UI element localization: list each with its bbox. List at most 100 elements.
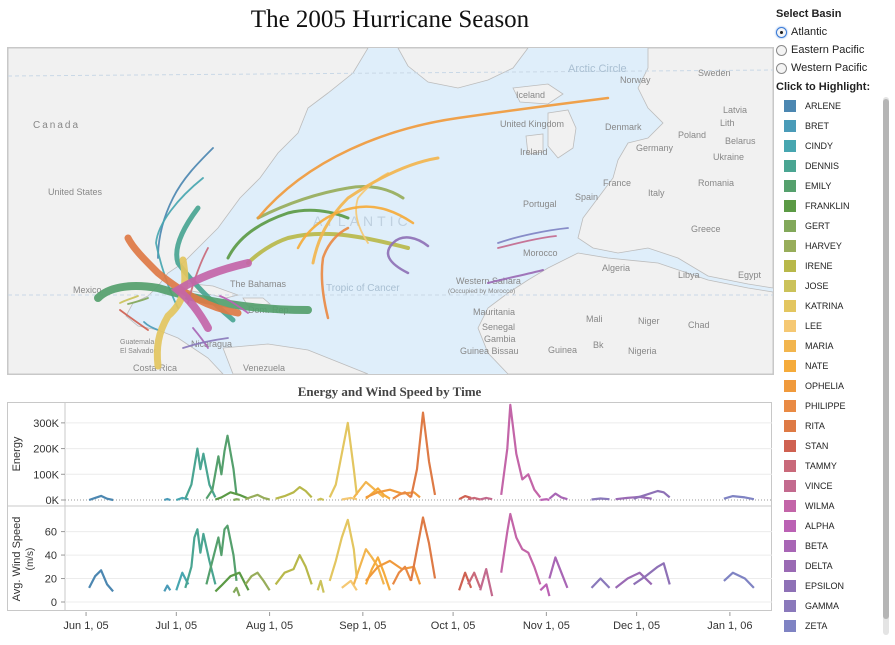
legend-item-emily[interactable]: EMILY: [776, 176, 891, 196]
energy-line-rita[interactable]: [409, 411, 437, 498]
legend-item-alpha[interactable]: ALPHA: [776, 516, 891, 536]
energy-wind-chart[interactable]: 300K 200K 100K 0K 60 40 20 0 Energy Avg. Wind Spe…: [7, 402, 772, 612]
energy-line-alpha[interactable]: [540, 498, 550, 502]
legend-item-maria[interactable]: MARIA: [776, 336, 891, 356]
energy-line-gert[interactable]: [233, 498, 240, 502]
wind-line-philippe[interactable]: [391, 565, 413, 585]
wind-line-franklin[interactable]: [214, 571, 250, 593]
wind-line-alpha[interactable]: [539, 583, 551, 597]
legend-item-vince[interactable]: VINCE: [776, 476, 891, 496]
radio-button[interactable]: [776, 44, 787, 56]
wind-line-delta[interactable]: [614, 571, 653, 589]
wind-line-gert[interactable]: [232, 586, 241, 597]
wind-line-irene[interactable]: [274, 554, 313, 586]
legend-item-lee[interactable]: LEE: [776, 316, 891, 336]
storm-track-vince[interactable]: [497, 235, 557, 249]
storm-track-nate[interactable]: [296, 205, 415, 250]
energy-line-delta[interactable]: [615, 495, 652, 501]
legend-item-gamma[interactable]: GAMMA: [776, 596, 891, 616]
wind-line-katrina[interactable]: [328, 518, 358, 582]
legend-item-cindy[interactable]: CINDY: [776, 136, 891, 156]
legend-scrollbar[interactable]: [883, 97, 889, 635]
energy-line-arlene[interactable]: [88, 494, 114, 502]
storm-track-beta[interactable]: [192, 327, 209, 349]
basin-option-western-pacific[interactable]: Western Pacific: [776, 59, 891, 77]
wind-line-jose[interactable]: [316, 579, 325, 593]
energy-line-stan[interactable]: [458, 494, 472, 501]
energy-line-irene[interactable]: [275, 485, 313, 500]
storm-track-harvey[interactable]: [256, 184, 405, 220]
legend-item-arlene[interactable]: ARLENE: [776, 96, 891, 116]
storm-track-arlene[interactable]: [157, 147, 214, 259]
energy-line-franklin[interactable]: [215, 491, 249, 501]
storm-track-bret[interactable]: [143, 321, 159, 331]
legend-item-katrina[interactable]: KATRINA: [776, 296, 891, 316]
wind-line-gamma[interactable]: [590, 577, 611, 589]
storm-track-delta[interactable]: [487, 269, 544, 284]
storm-track-gamma[interactable]: [182, 337, 229, 349]
basin-option-eastern-pacific[interactable]: Eastern Pacific: [776, 41, 891, 59]
wind-line-harvey[interactable]: [244, 571, 271, 591]
wind-line-dennis[interactable]: [184, 528, 217, 589]
basin-option-atlantic[interactable]: Atlantic: [776, 23, 891, 41]
wind-line-ophelia[interactable]: [365, 559, 422, 585]
storm-track-katrina[interactable]: [153, 256, 189, 370]
legend-item-jose[interactable]: JOSE: [776, 276, 891, 296]
storm-track-irene[interactable]: [246, 231, 410, 265]
storm-track-jose[interactable]: [119, 295, 139, 304]
wind-line-epsilon[interactable]: [632, 562, 671, 586]
legend-item-irene[interactable]: IRENE: [776, 256, 891, 276]
energy-line-katrina[interactable]: [328, 421, 358, 498]
wind-line-zeta[interactable]: [723, 571, 755, 589]
legend-item-beta[interactable]: BETA: [776, 536, 891, 556]
energy-line-dennis[interactable]: [184, 447, 217, 500]
legend-item-philippe[interactable]: PHILIPPE: [776, 396, 891, 416]
legend-item-stan[interactable]: STAN: [776, 436, 891, 456]
legend-item-zeta[interactable]: ZETA: [776, 616, 891, 636]
energy-line-jose[interactable]: [317, 497, 325, 502]
energy-line-gamma[interactable]: [591, 497, 610, 501]
energy-line-vince[interactable]: [479, 496, 493, 501]
energy-line-zeta[interactable]: [723, 494, 755, 501]
storm-track-franklin[interactable]: [226, 208, 350, 260]
legend-item-tammy[interactable]: TAMMY: [776, 456, 891, 476]
storm-tracks[interactable]: [94, 96, 610, 370]
energy-line-lee[interactable]: [341, 496, 358, 501]
wind-line-arlene[interactable]: [88, 569, 114, 593]
wind-line-wilma[interactable]: [500, 512, 542, 585]
legend-item-epsilon[interactable]: EPSILON: [776, 576, 891, 596]
wind-line-beta[interactable]: [548, 556, 569, 589]
radio-button[interactable]: [776, 26, 787, 38]
storm-track-ophelia[interactable]: [256, 96, 610, 220]
storm-track-maria[interactable]: [311, 156, 440, 265]
scrollbar-thumb[interactable]: [883, 99, 889, 619]
storm-track-map[interactable]: Arctic Circle Canada United States Mexic…: [7, 47, 774, 375]
energy-line-emily[interactable]: [205, 434, 238, 500]
legend-item-delta[interactable]: DELTA: [776, 556, 891, 576]
wind-line-lee[interactable]: [341, 579, 358, 591]
legend-item-rita[interactable]: RITA: [776, 416, 891, 436]
radio-button[interactable]: [776, 62, 787, 74]
storm-track-epsilon[interactable]: [386, 236, 430, 275]
energy-line-epsilon[interactable]: [633, 489, 671, 500]
storm-track-wilma[interactable]: [171, 259, 252, 332]
wind-line-maria[interactable]: [352, 548, 385, 585]
storm-track-alpha[interactable]: [219, 295, 249, 314]
storm-track-emily[interactable]: [94, 282, 312, 314]
legend-item-harvey[interactable]: HARVEY: [776, 236, 891, 256]
energy-line-ophelia[interactable]: [365, 488, 421, 499]
legend-item-wilma[interactable]: WILMA: [776, 496, 891, 516]
legend-item-bret[interactable]: BRET: [776, 116, 891, 136]
energy-line-tammy[interactable]: [467, 496, 481, 501]
wind-line-emily[interactable]: [205, 524, 238, 585]
legend-item-dennis[interactable]: DENNIS: [776, 156, 891, 176]
storm-track-zeta[interactable]: [497, 227, 569, 244]
legend-item-ophelia[interactable]: OPHELIA: [776, 376, 891, 396]
wind-line-bret[interactable]: [163, 584, 172, 592]
energy-line-bret[interactable]: [163, 497, 171, 502]
legend-item-franklin[interactable]: FRANKLIN: [776, 196, 891, 216]
wind-line-vince[interactable]: [479, 568, 494, 597]
storm-track-rita[interactable]: [124, 234, 242, 317]
legend-item-nate[interactable]: NATE: [776, 356, 891, 376]
energy-line-harvey[interactable]: [245, 493, 270, 501]
